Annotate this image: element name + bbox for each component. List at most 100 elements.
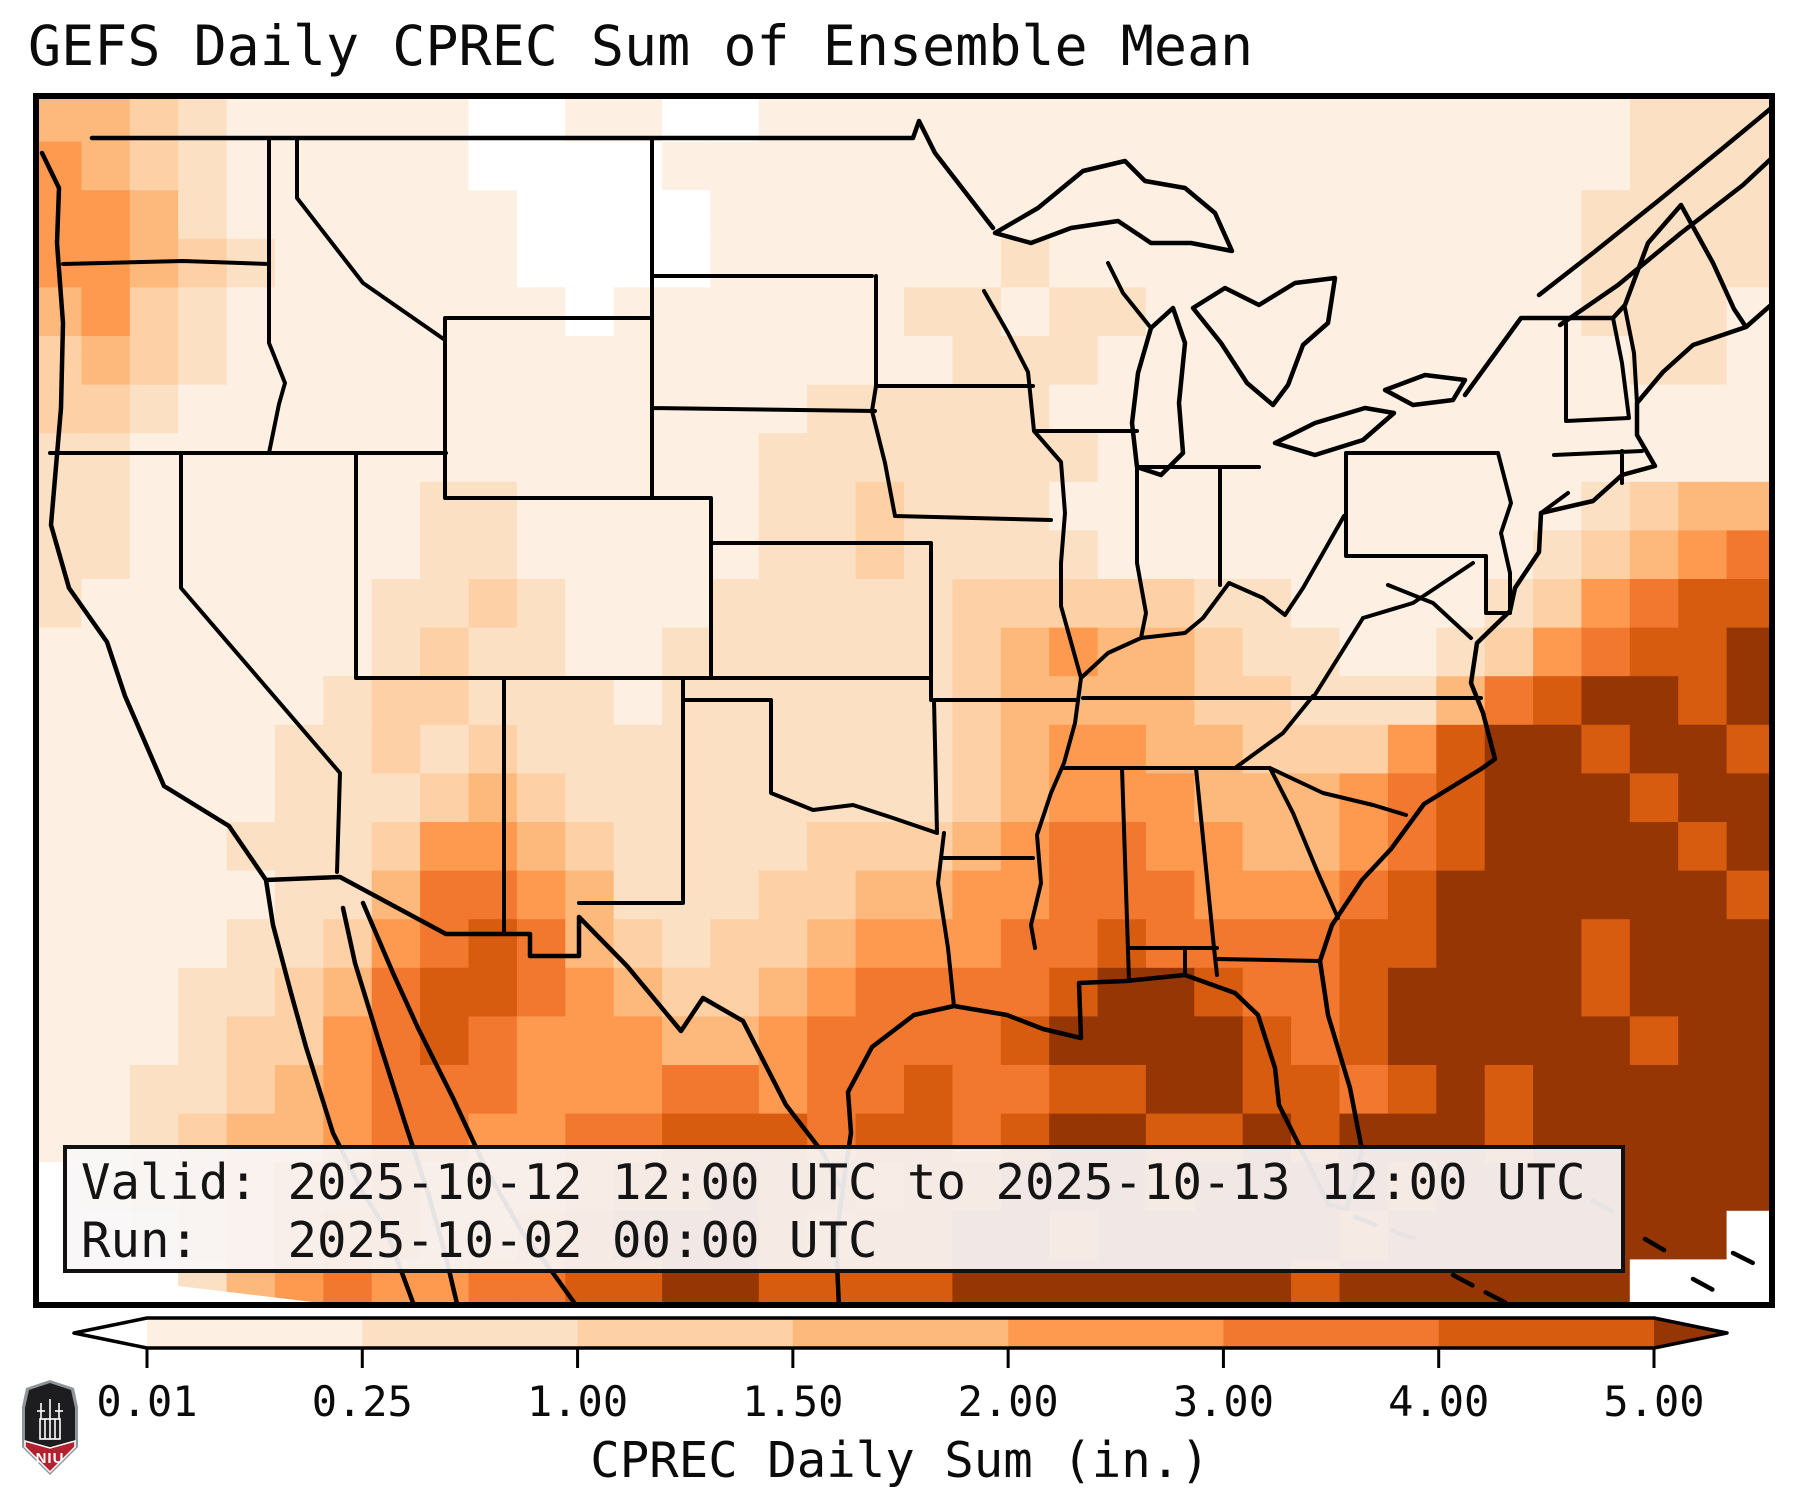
precip-cell: [1484, 141, 1534, 191]
precip-cell: [904, 530, 954, 580]
precip-cell: [81, 627, 131, 677]
precip-cell: [129, 870, 179, 920]
precip-cell: [1097, 724, 1147, 775]
precip-cell: [1339, 336, 1389, 386]
precip-cell: [1678, 967, 1728, 1018]
precip-cell: [1436, 190, 1486, 240]
precip-cell: [516, 433, 567, 483]
colorbar-segment: [1008, 1318, 1225, 1348]
precip-cell: [129, 336, 179, 386]
precip-cell: [274, 433, 325, 483]
precip-cell: [613, 481, 663, 532]
precip-cell: [371, 141, 421, 191]
precip-cell: [1533, 93, 1583, 143]
precip-cell: [1678, 1210, 1728, 1261]
precip-cell: [904, 190, 954, 240]
precip-cell: [758, 287, 808, 337]
precip-cell: [468, 93, 518, 143]
precip-cell: [565, 433, 615, 483]
precip-cell: [226, 579, 276, 629]
precip-cell: [952, 336, 1002, 386]
precip-cell: [807, 1016, 857, 1066]
precip-cell: [1000, 141, 1050, 191]
precip-cell: [1339, 579, 1389, 629]
precip-cell: [1581, 870, 1631, 920]
precip-cell: [952, 627, 1002, 677]
precip-cell: [81, 1065, 131, 1115]
precip-cell: [1484, 1016, 1534, 1066]
precip-cell: [855, 870, 905, 920]
precip-cell: [1629, 967, 1679, 1018]
precip-cell: [1000, 579, 1050, 629]
precip-cell: [758, 93, 808, 143]
precip-cell: [516, 384, 567, 434]
precip-cell: [952, 822, 1002, 872]
precip-cell: [952, 287, 1002, 337]
precip-cell: [613, 238, 663, 289]
precip-cell: [178, 384, 228, 434]
precip-cell: [807, 190, 857, 240]
precip-cell: [1339, 676, 1389, 726]
precip-cell: [710, 238, 760, 289]
precip-cell: [129, 627, 179, 677]
precip-cell: [1000, 384, 1050, 434]
precip-cell: [1726, 919, 1775, 969]
precip-cell: [904, 870, 954, 920]
precip-cell: [1291, 481, 1341, 532]
precip-cell: [1678, 627, 1728, 677]
precip-cell: [952, 1016, 1002, 1066]
precip-cell: [371, 870, 421, 920]
precip-cell: [1678, 919, 1728, 969]
niu-red-band-icon: [24, 1440, 76, 1474]
precip-cell: [323, 141, 373, 191]
precip-cell: [565, 822, 615, 872]
precip-cell: [1097, 433, 1147, 483]
precip-cell: [1000, 1016, 1050, 1066]
precip-cell: [1629, 433, 1679, 483]
precip-cell: [613, 724, 663, 775]
precip-cell: [1581, 1016, 1631, 1066]
precip-cell: [807, 967, 857, 1018]
precip-cell: [371, 773, 421, 823]
precip-cell: [323, 336, 373, 386]
precip-cell: [1291, 967, 1341, 1018]
precip-cell: [855, 919, 905, 969]
precip-cell: [1291, 190, 1341, 240]
precip-cell: [226, 676, 276, 726]
niu-logo-text: NIU: [36, 1450, 65, 1467]
colorbar-segment: [792, 1318, 1009, 1348]
precip-cell: [904, 336, 954, 386]
precip-cell: [662, 822, 712, 872]
precip-cell: [420, 530, 470, 580]
precip-cell: [1145, 530, 1196, 580]
precip-cell: [758, 579, 808, 629]
precip-cell: [565, 481, 615, 532]
precip-cell: [710, 190, 760, 240]
precip-cell: [1339, 141, 1389, 191]
precip-cell: [420, 724, 470, 775]
precip-cell: [1242, 190, 1292, 240]
precip-cell: [565, 870, 615, 920]
precip-cell: [855, 724, 905, 775]
precip-cell: [1726, 93, 1775, 143]
precip-cell: [516, 336, 567, 386]
precip-cell: [1629, 676, 1679, 726]
precipitation-cells: [33, 93, 1775, 1308]
precip-cell: [710, 870, 760, 920]
precip-cell: [1581, 724, 1631, 775]
precip-cell: [1049, 870, 1099, 920]
precip-cell: [129, 967, 179, 1018]
precip-cell: [516, 1016, 567, 1066]
precip-cell: [420, 190, 470, 240]
precip-cell: [1484, 433, 1534, 483]
precip-cell: [710, 627, 760, 677]
precip-cell: [710, 822, 760, 872]
precip-cell: [952, 579, 1002, 629]
precip-cell: [323, 579, 373, 629]
precip-cell: [1339, 93, 1389, 143]
colorbar-tick-label: 1.00: [527, 1377, 628, 1426]
precip-cell: [904, 384, 954, 434]
precip-cell: [1049, 1016, 1099, 1066]
precip-cell: [904, 773, 954, 823]
precip-cell: [1339, 724, 1389, 775]
